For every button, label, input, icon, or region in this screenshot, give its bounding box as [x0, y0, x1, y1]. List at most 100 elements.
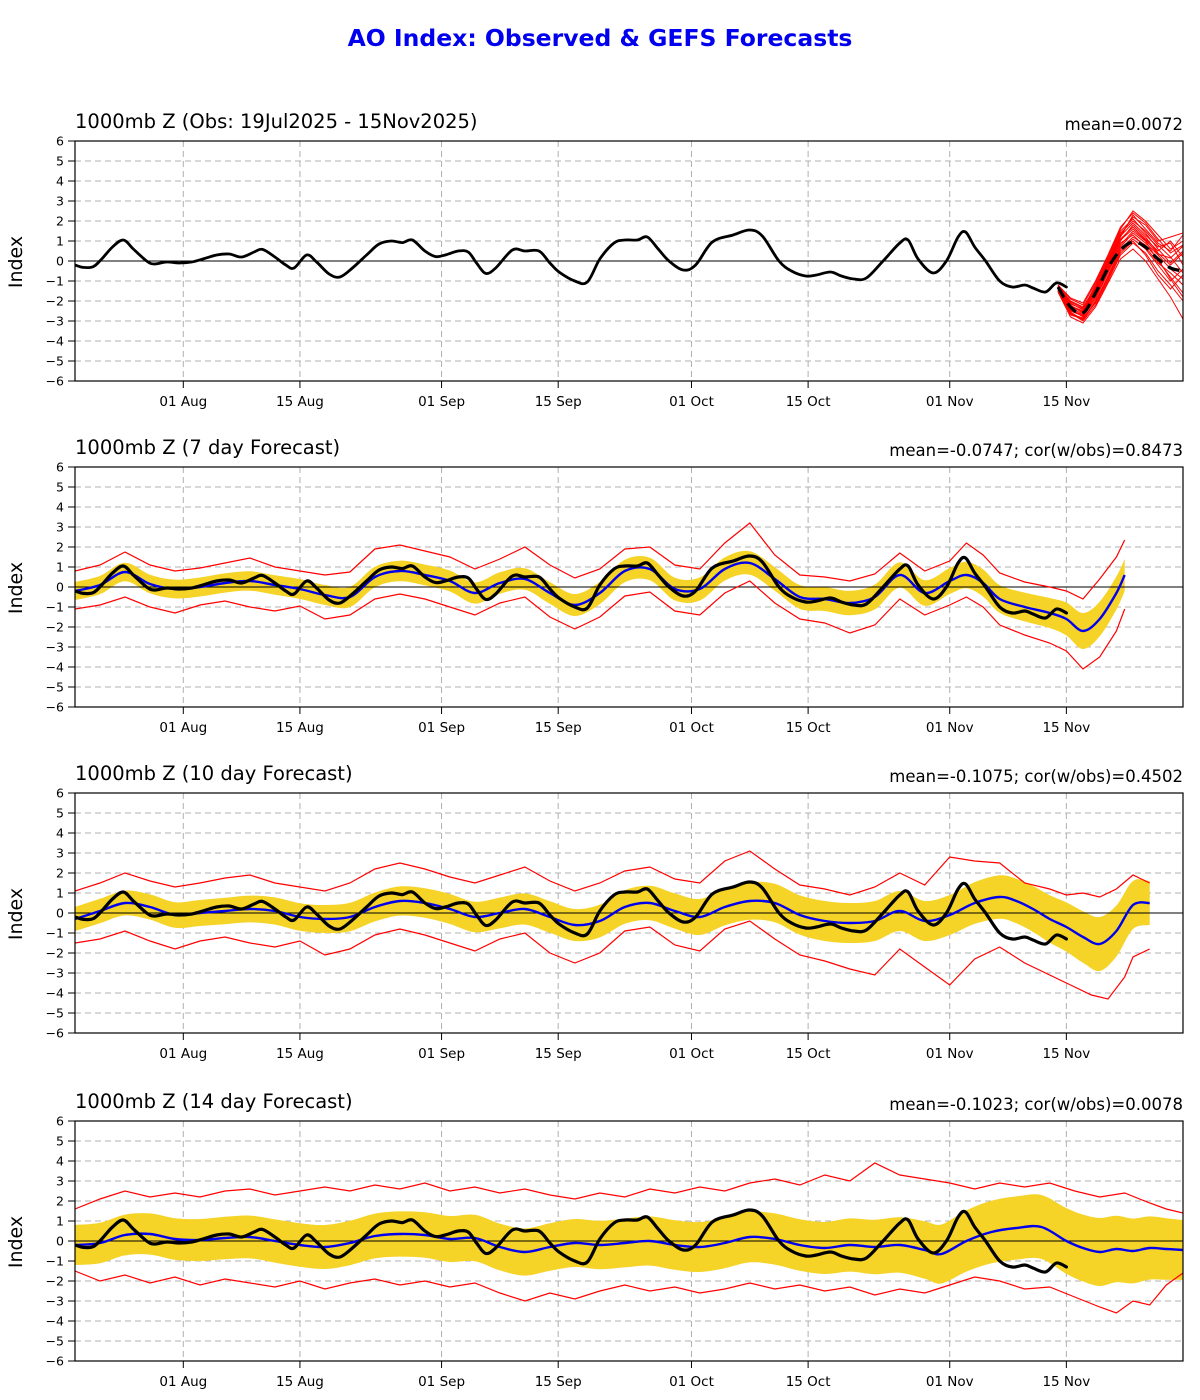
observed-line — [75, 228, 1068, 294]
y-tick-label: 5 — [56, 806, 64, 821]
y-tick-label: −5 — [46, 1334, 64, 1349]
x-tick-label: 01 Sep — [418, 1374, 465, 1390]
forecast-14day-plot: 6 5 4 3 2 1 0 −1 −2 −3 −4 −5 −6 01 Aug 15 Aug 01 Sep 15 … — [46, 1114, 1184, 1390]
x-tick-label: 15 Oct — [786, 1046, 831, 1062]
y-tick-label: 1 — [56, 1214, 64, 1229]
y-tick-label: −2 — [46, 294, 64, 309]
y-tick-label: −1 — [46, 274, 64, 289]
x-tick-label: 01 Oct — [669, 394, 714, 410]
x-tick-label: 15 Aug — [276, 1374, 324, 1390]
x-tick-label: 15 Oct — [786, 394, 831, 410]
y-tick-label: 3 — [56, 194, 64, 209]
panel-stats: mean=-0.0747; cor(w/obs)=0.8473 — [889, 441, 1183, 460]
observed-line — [75, 1208, 1068, 1274]
x-tick-label: 01 Nov — [926, 394, 974, 410]
y-tick-label: −6 — [46, 374, 64, 389]
y-tick-label: 5 — [56, 154, 64, 169]
x-tick-label: 15 Nov — [1042, 1046, 1090, 1062]
ensemble-member-line — [1057, 228, 1183, 315]
observed-line — [75, 554, 1068, 620]
y-tick-label: −1 — [46, 600, 64, 615]
panel-title: 1000mb Z (10 day Forecast) — [75, 762, 353, 785]
x-tick-label: 15 Sep — [535, 394, 582, 410]
axis-ticks: 6 5 4 3 2 1 0 −1 −2 −3 −4 −5 −6 01 Aug 15 Aug 01 Sep 15 … — [46, 460, 1091, 737]
panel-forecast-7day: 1000mb Z (7 day Forecast) mean=-0.0747; … — [0, 434, 1200, 756]
x-tick-label: 01 Nov — [926, 1374, 974, 1390]
y-tick-label: 5 — [56, 1134, 64, 1149]
y-tick-label: −3 — [46, 640, 64, 655]
y-tick-label: −3 — [46, 966, 64, 981]
x-tick-label: 15 Aug — [276, 1046, 324, 1062]
panel-title: 1000mb Z (14 day Forecast) — [75, 1090, 353, 1113]
ensemble-min-line — [75, 1270, 1183, 1314]
x-tick-label: 01 Sep — [418, 720, 465, 736]
axis-ticks: 6 5 4 3 2 1 0 −1 −2 −3 −4 −5 −6 01 Aug 15 Aug 01 Sep 15 … — [46, 1114, 1091, 1391]
forecast-mean-line — [75, 1224, 1183, 1256]
y-tick-label: 2 — [56, 214, 64, 229]
y-tick-label: 6 — [56, 1114, 64, 1129]
panel-observed: 1000mb Z (Obs: 19Jul2025 - 15Nov2025) me… — [0, 108, 1200, 430]
y-tick-label: 6 — [56, 786, 64, 801]
y-tick-label: 4 — [56, 174, 64, 189]
y-tick-label: −2 — [46, 620, 64, 635]
x-tick-label: 15 Sep — [535, 1374, 582, 1390]
ensemble-member-line — [1057, 212, 1183, 304]
x-tick-label: 01 Aug — [159, 394, 207, 410]
y-tick-label: 5 — [56, 480, 64, 495]
axis-ticks: 6 5 4 3 2 1 0 −1 −2 −3 −4 −5 −6 01 Aug 15 Aug 01 Sep 15 … — [46, 134, 1091, 411]
y-tick-label: −6 — [46, 1026, 64, 1041]
y-tick-label: 2 — [56, 1194, 64, 1209]
y-tick-label: −4 — [46, 334, 64, 349]
x-tick-label: 01 Oct — [669, 1046, 714, 1062]
ensemble-spread-band — [75, 1194, 1183, 1287]
axis-ticks: 6 5 4 3 2 1 0 −1 −2 −3 −4 −5 −6 01 Aug 15 Aug 01 Sep 15 … — [46, 786, 1091, 1063]
x-tick-label: 15 Sep — [535, 720, 582, 736]
x-tick-label: 15 Sep — [535, 1046, 582, 1062]
ensemble-member-line — [1057, 240, 1183, 319]
observed-plot: 6 5 4 3 2 1 0 −1 −2 −3 −4 −5 −6 01 Aug 15 Aug 01 Sep 15 … — [46, 134, 1184, 410]
ensemble-member-line — [1057, 226, 1183, 313]
y-tick-label: −5 — [46, 680, 64, 695]
main-title: AO Index: Observed & GEFS Forecasts — [347, 24, 853, 52]
x-tick-label: 15 Oct — [786, 720, 831, 736]
ensemble-mean-line — [1056, 240, 1183, 316]
y-tick-label: 3 — [56, 1174, 64, 1189]
ensemble-min-line — [75, 920, 1150, 1000]
y-tick-label: −6 — [46, 1354, 64, 1369]
y-tick-label: −6 — [46, 700, 64, 715]
y-tick-label: −4 — [46, 1314, 64, 1329]
y-tick-label: −2 — [46, 946, 64, 961]
ensemble-member-line — [1057, 242, 1183, 322]
panel-stats: mean=0.0072 — [1064, 115, 1183, 134]
y-tick-label: 4 — [56, 826, 64, 841]
y-tick-label: 0 — [56, 906, 64, 921]
x-tick-label: 01 Oct — [669, 720, 714, 736]
x-tick-label: 15 Nov — [1042, 1374, 1090, 1390]
y-tick-label: 6 — [56, 134, 64, 149]
y-tick-label: 6 — [56, 460, 64, 475]
y-tick-label: −5 — [46, 1006, 64, 1021]
x-tick-label: 15 Nov — [1042, 720, 1090, 736]
y-tick-label: −4 — [46, 986, 64, 1001]
y-tick-label: 3 — [56, 520, 64, 535]
x-tick-label: 15 Aug — [276, 394, 324, 410]
x-tick-label: 01 Nov — [926, 720, 974, 736]
x-tick-label: 15 Aug — [276, 720, 324, 736]
panel-forecast-10day: 1000mb Z (10 day Forecast) mean=-0.1075;… — [0, 760, 1200, 1082]
y-tick-label: −5 — [46, 354, 64, 369]
ensemble-member-line — [1057, 236, 1183, 321]
ensemble-max-line — [75, 1162, 1183, 1214]
ensemble-spread-band — [75, 550, 1125, 650]
panel-stats: mean=-0.1023; cor(w/obs)=0.0078 — [889, 1095, 1183, 1114]
y-tick-label: −3 — [46, 314, 64, 329]
x-tick-label: 01 Sep — [418, 1046, 465, 1062]
y-tick-label: −1 — [46, 926, 64, 941]
x-tick-label: 01 Aug — [159, 1046, 207, 1062]
y-tick-label: 0 — [56, 1234, 64, 1249]
forecast-7day-plot: 6 5 4 3 2 1 0 −1 −2 −3 −4 −5 −6 01 Aug 15 Aug 01 Sep 15 … — [46, 460, 1184, 736]
y-tick-label: 4 — [56, 1154, 64, 1169]
x-tick-label: 01 Aug — [159, 720, 207, 736]
y-tick-label: 2 — [56, 866, 64, 881]
forecast-mean-line — [75, 895, 1150, 946]
